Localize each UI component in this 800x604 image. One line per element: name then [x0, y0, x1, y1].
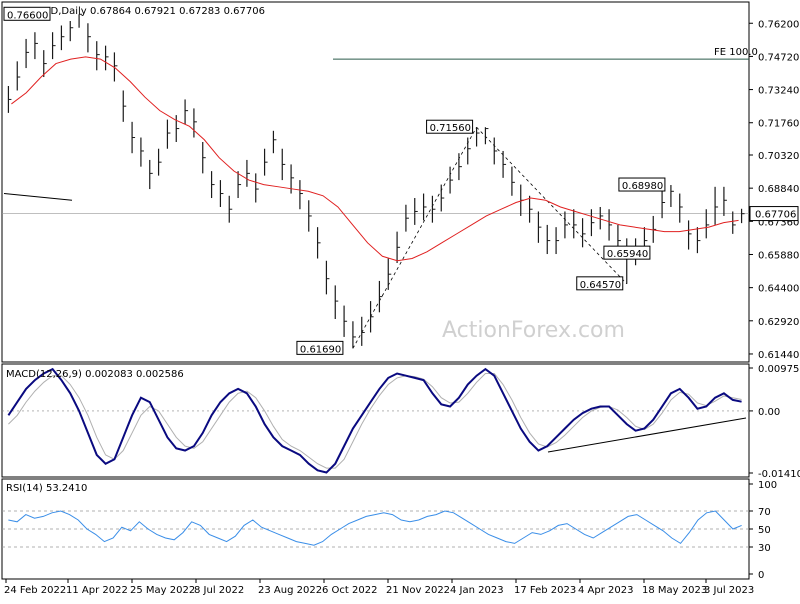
price-axis-label: 0.71760: [758, 119, 799, 130]
macd-axis-label: -0.014107: [758, 469, 800, 480]
price-axis-label: 0.76200: [758, 19, 799, 30]
annotation-label: 0.61690: [300, 344, 341, 355]
price-axis-label: 0.70320: [758, 151, 799, 162]
rsi-axis-label: 70: [758, 507, 771, 518]
price-axis-label: 0.74720: [758, 52, 799, 63]
annotation-box: [426, 119, 474, 134]
macd-axis-label: 0.00: [758, 407, 780, 418]
annotation-label: 0.65940: [607, 249, 648, 260]
x-axis-label: 25 May 2022: [130, 585, 195, 596]
x-axis-label: 4 Apr 2023: [578, 585, 633, 596]
grid-group: [2, 58, 749, 548]
current-price-label: 0.67706: [755, 210, 796, 221]
moving-average-line: [11, 56, 739, 262]
x-axis-label: 17 Feb 2023: [514, 585, 576, 596]
rsi-group: [8, 510, 742, 546]
axis-labels-group: 0.76200 0.74720 0.73240 0.71760 0.70320 0.688…: [749, 19, 800, 581]
x-axis-label: 8 Jul 2022: [194, 585, 244, 596]
rsi-axis-label: 0: [758, 570, 764, 581]
x-axis-label: 3 Jul 2023: [704, 585, 754, 596]
x-axis-label: 4 Jan 2023: [450, 585, 504, 596]
annotation-label: 0.68980: [622, 181, 663, 192]
macd-title: MACD(12,26,9) 0.002083 0.002586: [6, 369, 184, 380]
x-axis-label: 23 Aug 2022: [258, 585, 322, 596]
price-axis-label: 0.67360: [758, 217, 799, 228]
price-axis-label: 0.73240: [758, 86, 799, 97]
macd-axis-label: 0.009751: [758, 364, 800, 375]
annotation-box: [603, 245, 651, 260]
rsi-axis-label: 30: [758, 543, 771, 554]
x-axis-label: 18 May 2023: [642, 585, 707, 596]
price-axis-label: 0.62920: [758, 317, 799, 328]
rsi-title: RSI(14) 53.2410: [6, 483, 87, 494]
macd-line: [7, 367, 742, 474]
fe-label: FE 100.0: [714, 47, 758, 58]
symbol-label: AUDUSD,Daily: [15, 6, 87, 17]
dashed-trendline: [352, 127, 477, 349]
annotation-box: [576, 276, 624, 291]
price-axis-label: 0.68840: [758, 184, 799, 195]
moving-average-group: [11, 56, 739, 262]
annotation-label: 0.64570: [580, 280, 621, 291]
macd-trendline: [547, 417, 747, 453]
rsi-axis-label: 100: [758, 480, 777, 491]
annotation-box: [3, 6, 51, 21]
trendline: [3, 193, 73, 201]
annotation-label: 0.76600: [7, 10, 48, 21]
watermark: ActionForex.com: [442, 318, 625, 343]
rsi-axis-label: 50: [758, 525, 771, 536]
annotation-box: [296, 340, 344, 355]
annotation-label: 0.71560: [430, 123, 471, 134]
ohlc-label: 0.67864 0.67921 0.67283 0.67706: [90, 6, 265, 17]
annotations-group: 0.76600 0.71560 0.61690 0.68980 0.65940 0.645…: [3, 6, 758, 355]
current-price-box: [749, 206, 799, 222]
dashed-trendline: [476, 126, 628, 285]
x-axis-label: 11 Apr 2022: [66, 585, 128, 596]
price-axis-label: 0.65880: [758, 250, 799, 261]
x-axis-label: 24 Feb 2022: [4, 585, 66, 596]
x-axis-label: 21 Nov 2022: [386, 585, 450, 596]
rsi-line: [8, 510, 742, 546]
macd-signal-line: [8, 373, 742, 469]
macd-group: [7, 367, 747, 474]
price-axis-label: 0.64400: [758, 284, 799, 295]
annotation-box: [618, 177, 666, 192]
price-axis-label: 0.61440: [758, 350, 799, 361]
x-axis-label: 6 Oct 2022: [322, 585, 377, 596]
